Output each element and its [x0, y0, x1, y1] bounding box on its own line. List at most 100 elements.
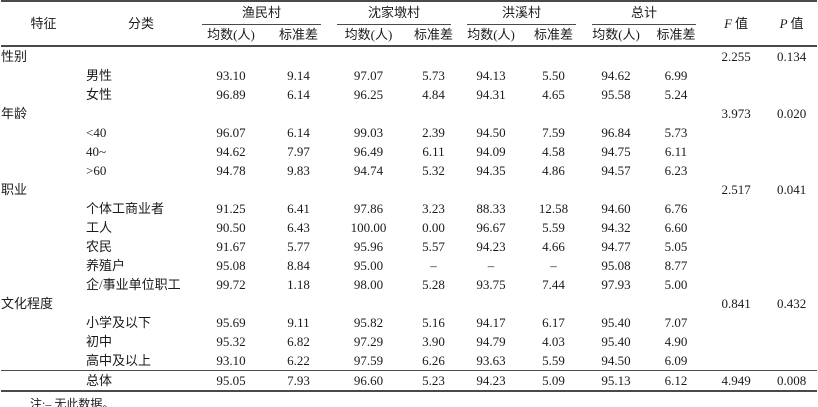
value-cell: 96.84	[601, 125, 631, 140]
feature-cell: 文化程度	[1, 296, 54, 311]
value-cell: 5.73	[422, 68, 445, 83]
value-cell: 6.14	[287, 125, 310, 140]
p-value-cell: 0.041	[776, 182, 807, 197]
value-cell: 91.67	[216, 239, 246, 254]
value-cell: 94.62	[216, 144, 246, 159]
value-cell: 5.32	[422, 163, 445, 178]
value-cell: 97.29	[353, 334, 384, 349]
value-cell: 4.84	[422, 87, 445, 102]
value-cell: 6.41	[287, 201, 310, 216]
table-row-age: 年龄 3.973 0.020	[1, 104, 817, 123]
value-cell: 88.33	[476, 201, 506, 216]
feature-cell: 职业	[1, 182, 28, 197]
p-value-cell: 0.020	[776, 106, 807, 121]
value-cell: 94.77	[601, 239, 631, 254]
value-cell: 97.07	[353, 68, 384, 83]
value-cell: 8.77	[664, 258, 688, 273]
value-cell: 93.10	[216, 68, 246, 83]
table-row-education: 文化程度 0.841 0.432	[1, 294, 817, 313]
p-value-cell: 0.134	[776, 49, 807, 64]
subheader-mean-1: 均数(人)	[196, 25, 266, 47]
category-cell: >60	[86, 163, 107, 178]
value-cell: 6.60	[664, 220, 688, 235]
table-row-aquaculture: 养殖户 95.08 8.84 95.00 – – – 95.08 8.77	[1, 256, 817, 275]
value-cell: –	[430, 258, 437, 273]
table-row-female: 女性 96.89 6.14 96.25 4.84 94.31 4.65 95.5…	[1, 85, 817, 104]
category-cell: 农民	[86, 239, 113, 254]
value-cell: –	[487, 258, 495, 273]
table-row-worker: 工人 90.50 6.43 100.00 0.00 96.67 5.59 94.…	[1, 218, 817, 237]
value-cell: 6.23	[664, 163, 688, 178]
value-cell: 4.65	[542, 87, 565, 102]
value-cell: 4.86	[542, 163, 565, 178]
value-cell: 4.66	[542, 239, 565, 254]
category-cell: 企/事业单位职工	[86, 277, 181, 292]
value-cell: 94.23	[476, 239, 506, 254]
value-cell: 94.78	[216, 163, 246, 178]
value-cell: 95.96	[353, 239, 384, 254]
value-cell: 94.57	[601, 163, 631, 178]
table-row-age-under40: <40 96.07 6.14 99.03 2.39 94.50 7.59 96.…	[1, 123, 817, 142]
value-cell: 5.59	[542, 353, 565, 368]
f-value-cell: 4.949	[706, 370, 767, 392]
value-cell: 94.35	[476, 163, 506, 178]
value-cell: 96.89	[216, 87, 246, 102]
value-cell: 6.11	[422, 144, 445, 159]
value-cell: 99.72	[216, 277, 246, 292]
f-value-cell: 2.517	[721, 182, 751, 197]
value-cell: 97.59	[353, 353, 384, 368]
value-cell: 95.40	[601, 334, 631, 349]
value-cell: 9.11	[287, 315, 310, 330]
category-cell: 女性	[86, 87, 113, 102]
subheader-sd-3: 标准差	[521, 25, 587, 47]
value-cell: 94.13	[476, 68, 506, 83]
value-cell: 2.39	[422, 125, 445, 140]
value-cell: 95.69	[216, 315, 246, 330]
value-cell: 94.31	[476, 87, 506, 102]
value-cell: 95.13	[586, 370, 647, 392]
category-cell: 高中及以上	[86, 353, 152, 368]
table-row-self-employed: 个体工商业者 91.25 6.41 97.86 3.23 88.33 12.58…	[1, 199, 817, 218]
value-cell: 94.75	[601, 144, 631, 159]
value-cell: 95.58	[601, 87, 631, 102]
value-cell: 6.43	[287, 220, 310, 235]
value-cell: 0.00	[422, 220, 445, 235]
f-value-cell: 2.255	[721, 49, 751, 64]
value-cell: 94.17	[476, 315, 506, 330]
value-cell: 6.76	[664, 201, 688, 216]
value-cell: 95.32	[216, 334, 246, 349]
table-row-primary-or-below: 小学及以下 95.69 9.11 95.82 5.16 94.17 6.17 9…	[1, 313, 817, 332]
value-cell: 7.93	[266, 370, 332, 392]
value-cell: 5.57	[422, 239, 445, 254]
value-cell: 95.40	[601, 315, 631, 330]
table-row-high-school-or-above: 高中及以上 93.10 6.22 97.59 6.26 93.63 5.59 9…	[1, 351, 817, 371]
value-cell: 96.07	[216, 125, 246, 140]
value-cell: 5.16	[422, 315, 445, 330]
category-cell: 总体	[86, 370, 196, 392]
value-cell: 3.90	[422, 334, 445, 349]
table-footnote: 注:– 无此数据。	[30, 397, 115, 407]
feature-cell: 性别	[1, 49, 28, 64]
category-cell: 工人	[86, 220, 113, 235]
value-cell: 7.07	[664, 315, 688, 330]
table-row-age-over60: >60 94.78 9.83 94.74 5.32 94.35 4.86 94.…	[1, 161, 817, 180]
value-cell: 93.75	[476, 277, 506, 292]
value-cell: 93.63	[476, 353, 506, 368]
value-cell: 95.00	[353, 258, 384, 273]
value-cell: 91.25	[216, 201, 246, 216]
value-cell: 99.03	[353, 125, 384, 140]
value-cell: 5.50	[542, 68, 565, 83]
category-cell: 初中	[86, 334, 113, 349]
table-row-male: 男性 93.10 9.14 97.07 5.73 94.13 5.50 94.6…	[1, 66, 817, 85]
category-cell: <40	[86, 125, 107, 140]
value-cell: 96.67	[476, 220, 506, 235]
value-cell: 9.14	[287, 68, 310, 83]
value-cell: 8.84	[287, 258, 310, 273]
category-cell: 小学及以下	[86, 315, 152, 330]
value-cell: 1.18	[287, 277, 310, 292]
value-cell: 94.74	[353, 163, 384, 178]
f-value-cell: 3.973	[721, 106, 751, 121]
